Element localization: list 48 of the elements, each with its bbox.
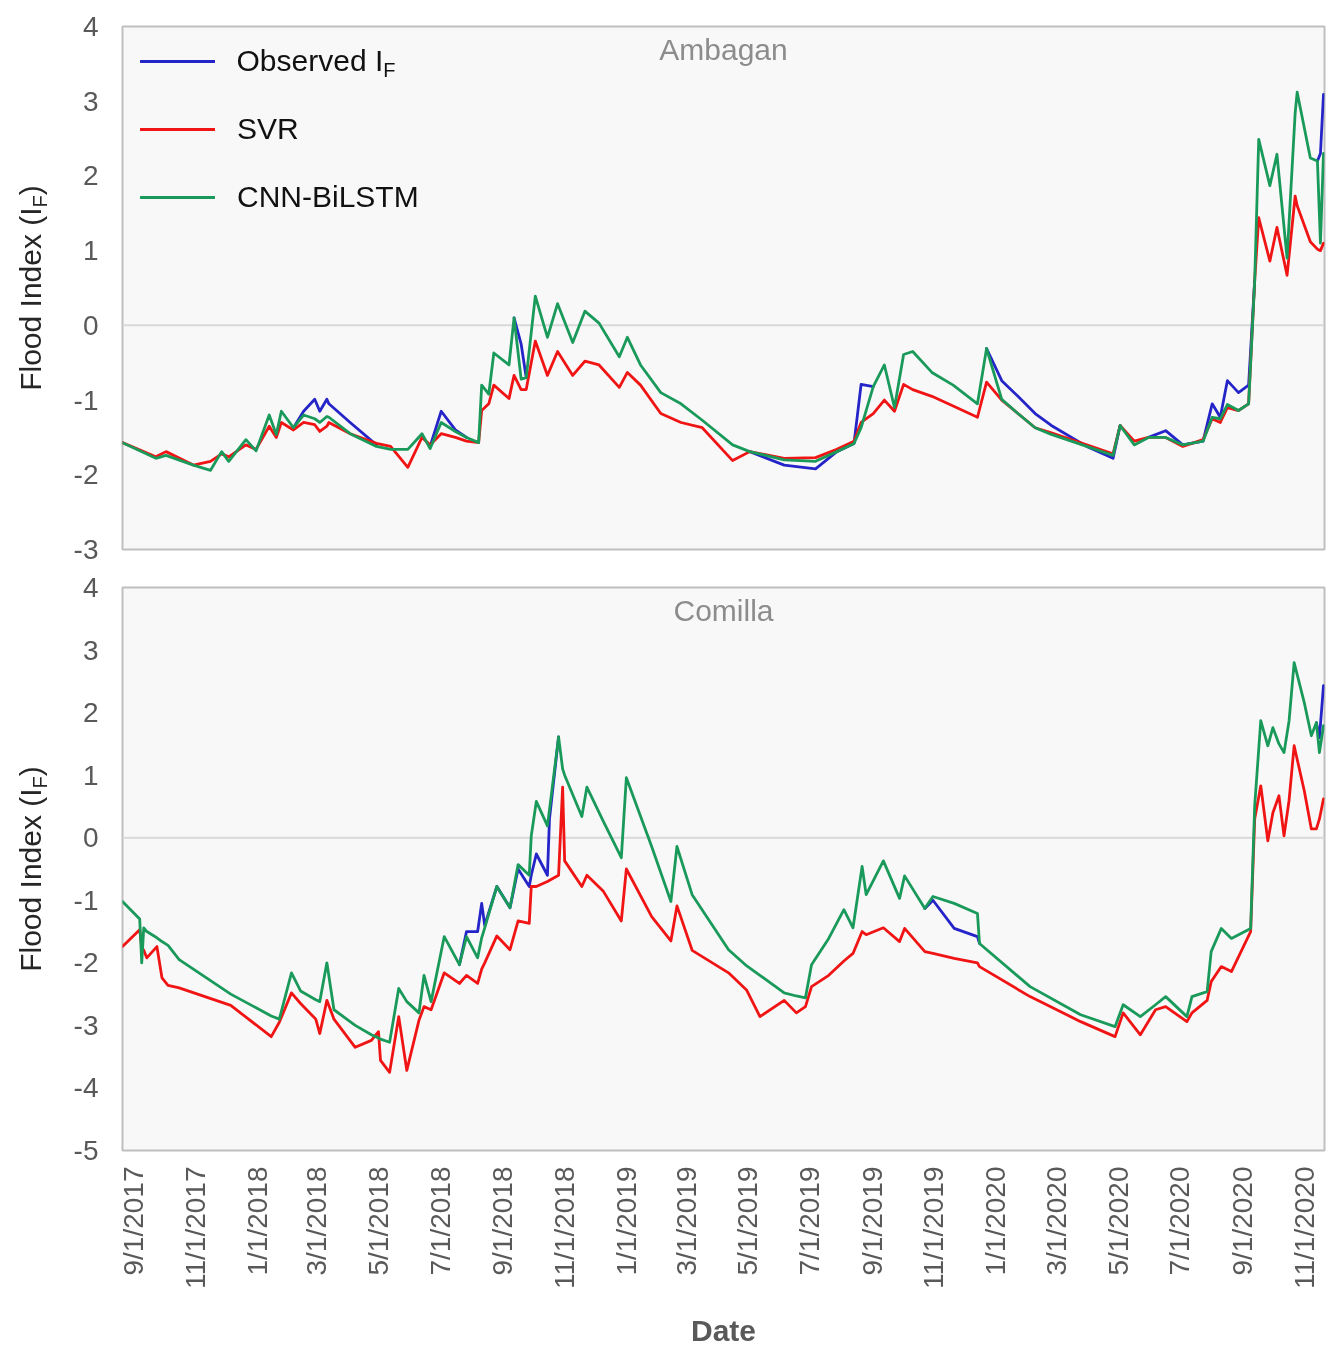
x-tick-label: 3/1/2019 [670, 1166, 702, 1276]
y-tick-label: -2 [73, 947, 99, 979]
y-tick-label: -3 [73, 1009, 99, 1041]
y-tick-label: 2 [82, 160, 99, 192]
x-tick-label: 1/1/2020 [980, 1166, 1012, 1276]
chart-title: Comilla [673, 593, 774, 627]
x-tick-label: 7/1/2019 [794, 1166, 825, 1276]
y-axis-title: Flood Index (IF) [13, 185, 51, 391]
y-tick-label: -5 [73, 1135, 99, 1166]
x-axis-title: Date [690, 1313, 757, 1347]
x-tick-label: 5/1/2019 [732, 1166, 764, 1276]
y-tick-label: -1 [73, 384, 99, 416]
y-tick-label: 1 [82, 759, 99, 791]
x-tick-label: 9/1/2020 [1227, 1166, 1259, 1276]
x-tick-label: 11/1/2018 [549, 1166, 581, 1289]
x-tick-label: 3/1/2020 [1040, 1166, 1072, 1276]
y-tick-label: 0 [82, 309, 99, 341]
legend-label: SVR [237, 112, 299, 146]
x-tick-label: 7/1/2018 [424, 1166, 456, 1276]
y-tick-label: -2 [73, 459, 99, 491]
x-tick-label: 5/1/2018 [362, 1166, 394, 1276]
y-tick-label: -1 [73, 884, 99, 916]
x-tick-label: 9/1/2017 [118, 1166, 150, 1276]
x-tick-label: 1/1/2019 [610, 1166, 642, 1276]
line-series [122, 90, 1325, 472]
line-series [122, 661, 1325, 1044]
x-tick-label: 7/1/2020 [1164, 1166, 1196, 1276]
y-tick-label: 0 [82, 822, 99, 854]
x-tick-label: 11/1/2017 [179, 1166, 211, 1289]
y-tick-label: -4 [73, 1072, 99, 1104]
y-tick-label: 3 [82, 85, 99, 117]
y-tick-label: 1 [82, 235, 99, 267]
y-tick-label: 4 [82, 11, 99, 42]
y-tick-label: 4 [82, 572, 99, 603]
chart-title: Ambagan [659, 32, 788, 66]
x-tick-label: 1/1/2018 [241, 1166, 273, 1276]
legend-label: CNN-BiLSTM [237, 180, 419, 214]
y-tick-label: 2 [82, 697, 99, 729]
y-tick-label: 3 [82, 634, 99, 666]
x-tick-label: 9/1/2018 [487, 1166, 519, 1276]
line-series [122, 744, 1325, 1074]
x-tick-label: 3/1/2018 [301, 1166, 333, 1276]
x-tick-label: 11/1/2020 [1288, 1166, 1320, 1289]
x-tick-label: 5/1/2020 [1102, 1166, 1134, 1276]
x-tick-label: 9/1/2019 [856, 1166, 888, 1276]
y-tick-label: -3 [73, 534, 99, 565]
y-axis-title: Flood Index (IF) [13, 766, 51, 972]
x-tick-label: 11/1/2019 [918, 1166, 950, 1289]
